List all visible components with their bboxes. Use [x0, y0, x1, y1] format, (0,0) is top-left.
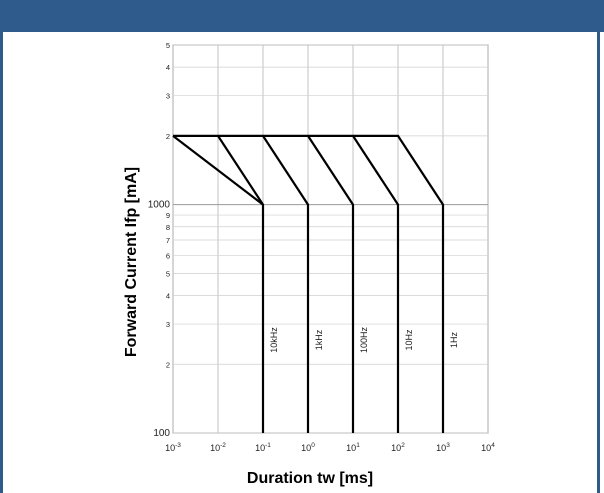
y-tick-label: 3: [166, 320, 170, 329]
series-line: [263, 134, 355, 433]
curve-label: 1Hz: [449, 332, 459, 349]
x-tick-label: 101: [346, 442, 360, 453]
series-line: [353, 134, 445, 433]
x-tick-label: 10-2: [210, 442, 226, 453]
series-lines: [172, 134, 445, 433]
y-tick-label: 2: [166, 360, 170, 369]
series-line: [218, 134, 310, 433]
y-axis-label: Forward Current Ifp [mA]: [123, 167, 140, 357]
grid: [172, 44, 489, 434]
plot-frame: [172, 44, 489, 434]
y-tick-label: 2: [166, 132, 170, 141]
series-line: [172, 135, 264, 206]
curve-label: 10kHz: [269, 327, 279, 353]
curve-labels: 10kHz 1kHz 100Hz 10Hz 1Hz: [269, 326, 459, 353]
curve-label: 10Hz: [404, 329, 414, 351]
y-tick-label: 1000: [148, 200, 171, 211]
curve-label: 1kHz: [314, 329, 324, 350]
content-frame: [0, 32, 600, 493]
y-tick-label: 5: [166, 41, 170, 50]
series-line: [173, 134, 265, 433]
series-line: [308, 134, 400, 433]
y-tick-label: 4: [166, 292, 170, 301]
x-tick-label: 10-3: [165, 442, 181, 453]
x-tick-label: 103: [436, 442, 450, 453]
x-tick-label: 10-1: [255, 442, 271, 453]
y-tick-label: 100: [153, 428, 170, 439]
x-tick-label: 100: [301, 442, 315, 453]
y-tick-label: 6: [166, 251, 170, 260]
y-tick-label: 8: [166, 223, 170, 232]
x-tick-label: 104: [481, 442, 495, 453]
x-axis-label: Duration tw [ms]: [247, 470, 373, 487]
header-bar: [0, 0, 604, 32]
y-tick-label: 5: [166, 269, 170, 278]
y-tick-label: 9: [166, 211, 170, 220]
y-tick-label: 3: [166, 92, 170, 101]
y-tick-label: 4: [166, 63, 170, 72]
y-tick-label: 7: [166, 236, 170, 245]
x-tick-label: 102: [391, 442, 405, 453]
curve-label: 100Hz: [359, 326, 369, 353]
tick-labels: 10-3 10-2 10-1 100 101 102 103 1041002345678910…: [148, 41, 495, 453]
